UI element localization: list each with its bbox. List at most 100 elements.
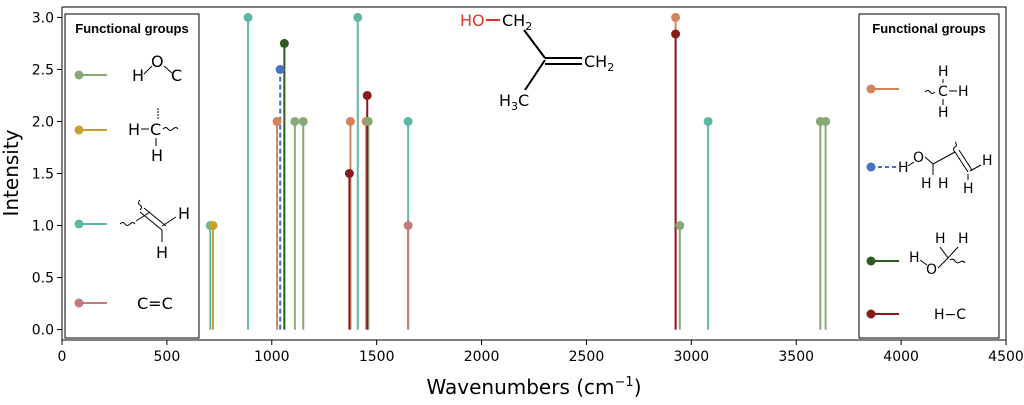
stem-marker <box>675 221 685 231</box>
y-tick-label: 0.5 <box>32 271 54 287</box>
x-axis-ticks: 0 500 1000 1500 2000 2500 3000 3500 4000 4500 <box>58 340 1024 365</box>
stem-marker <box>403 221 413 231</box>
molecule-structure: HO CH2 CH2 H3C <box>460 11 614 113</box>
legend-handle-marker <box>866 84 876 94</box>
legend-handle-marker <box>74 298 84 308</box>
stem-marker <box>671 29 681 39</box>
legend-handle-marker <box>866 256 876 266</box>
molecule-ho-label: HO <box>460 11 485 30</box>
legend-glyph-methyl: H C H <box>128 108 179 165</box>
legend-right-items <box>866 84 899 319</box>
x-tick-label: 4500 <box>988 349 1024 365</box>
glyph-wavy-bond <box>162 127 179 131</box>
legend-handle-marker <box>866 162 876 172</box>
glyph-bond <box>163 65 173 74</box>
glyph-bond <box>939 246 949 259</box>
glyph-h: H <box>178 204 190 223</box>
legend-handle-marker <box>866 309 876 319</box>
glyph-bond <box>161 216 177 227</box>
stem-marker <box>272 116 282 126</box>
stem-marker <box>208 221 218 231</box>
legend-glyph-hc: H−C <box>934 307 966 323</box>
glyph-h: H <box>132 66 144 85</box>
stem-marker <box>275 64 285 74</box>
legend-left-items <box>74 70 107 308</box>
glyph-h: H <box>982 153 993 169</box>
x-tick-label: 1000 <box>254 349 290 365</box>
molecule-bond-2 <box>524 59 546 91</box>
y-tick-label: 0.0 <box>32 323 54 339</box>
glyph-o: O <box>913 150 924 166</box>
y-tick-label: 2.0 <box>32 114 54 130</box>
glyph-bond <box>947 246 959 259</box>
glyph-bond <box>143 207 167 227</box>
stem-marker <box>345 116 355 126</box>
glyph-bond <box>139 211 163 231</box>
glyph-bond <box>954 151 969 173</box>
x-tick-label: 1500 <box>359 349 395 365</box>
glyph-h: H <box>921 176 932 192</box>
y-axis-ticks: 0.0 0.5 1.0 1.5 2.0 2.5 3.0 <box>32 10 62 339</box>
legend-right: Functional groups H C H H H O H H <box>858 13 1000 339</box>
legend-left-box <box>64 13 200 339</box>
x-tick-label: 3000 <box>674 349 710 365</box>
glyph-o: O <box>926 262 937 278</box>
stem-marker <box>403 116 413 126</box>
glyph-bond <box>924 156 934 165</box>
glyph-wavy-bond <box>949 258 966 264</box>
glyph-h: H <box>128 120 140 139</box>
legend-glyph-hbond: H O H H H H <box>898 141 993 197</box>
glyph-h: H <box>938 176 949 192</box>
legend-glyph-vinyl: H H <box>119 199 190 262</box>
stem-marker <box>671 12 681 22</box>
glyph-h: H <box>909 250 920 266</box>
glyph-bond <box>907 161 915 167</box>
glyph-bond <box>958 149 973 171</box>
legend-handle-marker <box>74 219 84 229</box>
y-tick-label: 3.0 <box>32 10 54 26</box>
legend-handle-marker <box>74 70 84 80</box>
x-tick-label: 0 <box>58 349 67 365</box>
legend-left: Functional groups H O C H C H <box>64 13 200 339</box>
legend-left-title: Functional groups <box>75 21 188 36</box>
legend-glyph-ceqc: C=C <box>137 294 173 313</box>
x-tick-label: 3500 <box>778 349 814 365</box>
glyph-c: C <box>150 120 161 139</box>
legend-glyph-ch3: H C H H <box>924 64 969 121</box>
legend-glyph-hoc: H O C <box>132 52 182 85</box>
glyph-h: H <box>938 64 949 80</box>
x-tick-label: 2000 <box>464 349 500 365</box>
glyph-h: H <box>151 146 163 165</box>
glyph-h: H <box>898 160 909 176</box>
molecule-ch2-top: CH2 <box>502 11 532 33</box>
glyph-wavy-bond <box>953 141 957 153</box>
glyph-bond <box>135 211 151 222</box>
y-axis-label: Intensity <box>0 129 23 216</box>
glyph-h: H <box>938 105 949 121</box>
glyph-h: H <box>963 181 974 197</box>
x-tick-label: 2500 <box>569 349 605 365</box>
stem-marker <box>290 116 300 126</box>
molecule-h3c: H3C <box>499 91 529 113</box>
molecule-bond-1 <box>523 29 546 59</box>
glyph-o: O <box>151 52 164 71</box>
stem-marker <box>363 116 373 126</box>
stem-marker <box>821 116 831 126</box>
y-tick-label: 2.5 <box>32 62 54 78</box>
glyph-bond <box>932 151 956 165</box>
glyph-wavy-bond <box>119 222 136 226</box>
glyph-wavy-bond <box>138 199 142 211</box>
stem-marker <box>353 12 363 22</box>
y-tick-label: 1.5 <box>32 167 54 183</box>
glyph-h: H <box>156 243 168 262</box>
glyph-bond <box>937 257 949 269</box>
stem-marker <box>243 12 253 22</box>
glyph-h: H <box>958 84 969 100</box>
legend-right-box <box>858 13 1000 339</box>
glyph-bond <box>969 164 982 172</box>
legend-handle-marker <box>74 125 84 135</box>
glyph-wavy-bond <box>924 90 936 94</box>
molecule-ch2-right: CH2 <box>584 52 614 74</box>
glyph-h: H <box>958 231 969 247</box>
stem-marker <box>298 116 308 126</box>
